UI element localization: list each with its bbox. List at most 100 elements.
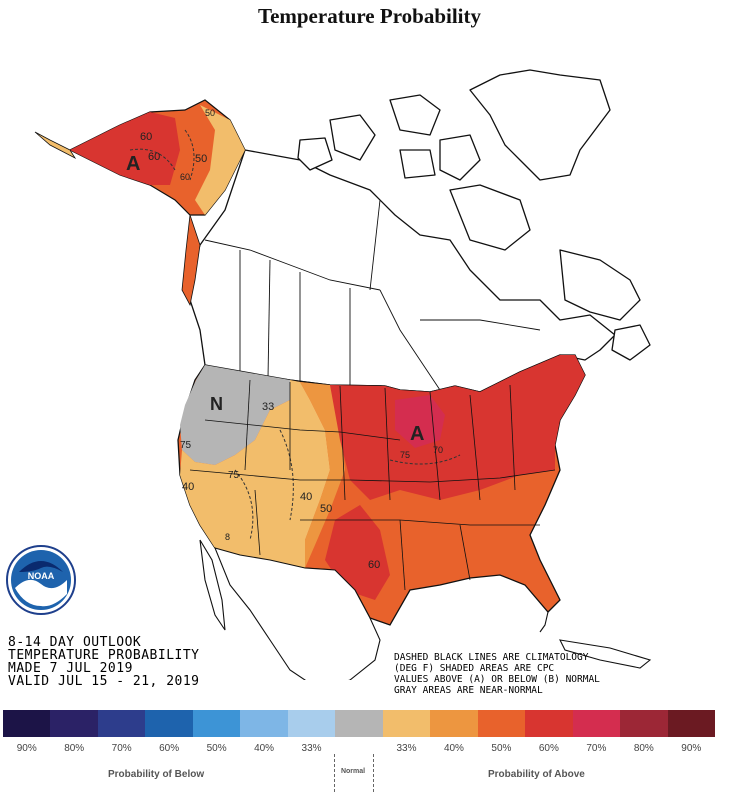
canada-mainland — [189, 149, 616, 393]
legend-label: 60% — [538, 743, 559, 754]
florida-keys — [539, 611, 549, 633]
alaska-panhandle — [181, 214, 201, 307]
legend-swatch — [620, 710, 668, 737]
newfoundland — [611, 324, 651, 361]
legend-label: 80% — [64, 743, 85, 754]
conus-climo-3 — [389, 454, 461, 465]
alaska-west-red — [70, 112, 180, 185]
notes-line-1: DASHED BLACK LINES ARE CLIMATOLOGY — [394, 652, 589, 663]
alaska-60c-label: 60 — [180, 172, 190, 182]
noaa-logo-icon: NOAA — [6, 545, 76, 615]
west-40b-label: 40 — [300, 491, 312, 503]
northwest-normal-label: N — [210, 394, 223, 414]
gray-northwest — [180, 365, 290, 465]
midwest-70-label: 70 — [433, 445, 443, 455]
south-60-label: 60 — [368, 559, 380, 571]
red-central-east — [330, 355, 585, 500]
state-lines — [189, 379, 556, 591]
legend-label: 80% — [633, 743, 654, 754]
outlook-info: 8-14 DAY OUTLOOK TEMPERATURE PROBABILITY… — [8, 636, 200, 688]
alaska-50b-label: 50 — [205, 108, 215, 118]
midwest-75-label: 75 — [400, 450, 410, 460]
alaska-above-label: A — [126, 153, 140, 175]
legend-swatch — [145, 710, 193, 737]
legend-swatch — [382, 710, 431, 737]
alaska-60b-label: 60 — [148, 151, 160, 163]
mexico-land — [214, 547, 381, 680]
land-outlines — [189, 69, 651, 393]
outlook-line-1: 8-14 DAY OUTLOOK — [8, 635, 142, 650]
legend-label: 50% — [491, 743, 512, 754]
legend-label: 90% — [16, 743, 37, 754]
alaska-climo-1 — [129, 148, 176, 171]
legend-label: 60% — [159, 743, 180, 754]
legend-swatch — [192, 710, 241, 737]
notes-line-2: (DEG F) SHADED AREAS ARE CPC — [394, 663, 555, 674]
legend-swatch — [525, 710, 573, 737]
legend-swatch — [287, 710, 336, 737]
northwest-75-label: 75 — [180, 440, 192, 451]
notes-line-4: GRAY AREAS ARE NEAR-NORMAL — [394, 685, 543, 696]
map-title: Temperature Probability — [257, 4, 482, 28]
legend-label: 50% — [206, 743, 227, 754]
legend-label: 33% — [301, 743, 322, 754]
conus-climo-2 — [279, 429, 294, 521]
legend-swatch — [50, 710, 98, 737]
map-notes: DASHED BLACK LINES ARE CLIMATOLOGY (DEG … — [394, 652, 600, 696]
alaska-peninsula — [34, 131, 77, 160]
legend-label — [335, 743, 382, 754]
legend-label: 40% — [254, 743, 275, 754]
legend-swatch — [335, 710, 383, 737]
outlook-map: A 60 60 50 50 60 N 33 75 40 75 40 50 8 A… — [34, 69, 652, 680]
legend-labels: 90% 80% 70% 60% 50% 40% 33% 33% 40% 50% 60% 70% 80% 9… — [3, 743, 715, 754]
medium-orange-west — [300, 382, 345, 568]
map-labels: A 60 60 50 50 60 N 33 75 40 75 40 50 8 A… — [126, 108, 443, 571]
arctic-island-5 — [399, 149, 436, 179]
midwest-above-label: A — [410, 423, 424, 445]
legend-swatch — [240, 710, 288, 737]
legend-below-caption: Probability of Below — [108, 769, 205, 780]
arctic-island-2 — [389, 94, 441, 136]
cuba — [559, 639, 652, 669]
legend-normal-caption: Normal — [340, 768, 366, 775]
arctic-island-4 — [297, 137, 333, 171]
legend-swatch — [430, 710, 478, 737]
northwest-33-label: 33 — [262, 401, 274, 413]
west-50-label: 50 — [320, 503, 332, 515]
legend-swatch — [572, 710, 621, 737]
legend-swatch — [3, 710, 51, 737]
baffin-island — [449, 184, 531, 251]
legend-label: 40% — [443, 743, 464, 754]
legend-label: 70% — [586, 743, 607, 754]
alaska-60-label: 60 — [140, 131, 152, 143]
baja — [199, 539, 226, 631]
light-orange-west — [180, 380, 330, 568]
legend-swatch — [97, 710, 146, 737]
legend-above-caption: Probability of Above — [488, 769, 585, 780]
legend-swatch — [477, 710, 526, 737]
legend-label: 90% — [681, 743, 702, 754]
greenland — [469, 69, 611, 181]
legend-color-bar — [3, 710, 716, 737]
conus-climo-1 — [234, 469, 254, 541]
conus — [177, 354, 586, 626]
notes-line-3: VALUES ABOVE (A) OR BELOW (B) NORMAL — [394, 674, 600, 685]
alaska-climo-2 — [184, 129, 195, 181]
outlook-line-3: MADE 7 JUL 2019 — [8, 661, 133, 676]
province-lines — [204, 199, 541, 391]
noaa-logo-text: NOAA — [28, 571, 55, 581]
arctic-island-3 — [439, 134, 481, 181]
canada-east — [559, 249, 641, 321]
legend-swatch — [667, 710, 716, 737]
alaska-50-label: 50 — [195, 153, 207, 165]
outlook-line-2: TEMPERATURE PROBABILITY — [8, 648, 200, 663]
arctic-island-1 — [329, 114, 376, 161]
alaska-east-light — [195, 105, 245, 215]
west-75-label: 75 — [228, 470, 240, 481]
west-40-label: 40 — [182, 481, 194, 493]
mexico-caribbean — [199, 539, 652, 680]
west-8-label: 8 — [225, 532, 230, 542]
legend-label: 33% — [396, 743, 417, 754]
alaska — [34, 99, 246, 307]
pink-midwest — [395, 395, 445, 448]
